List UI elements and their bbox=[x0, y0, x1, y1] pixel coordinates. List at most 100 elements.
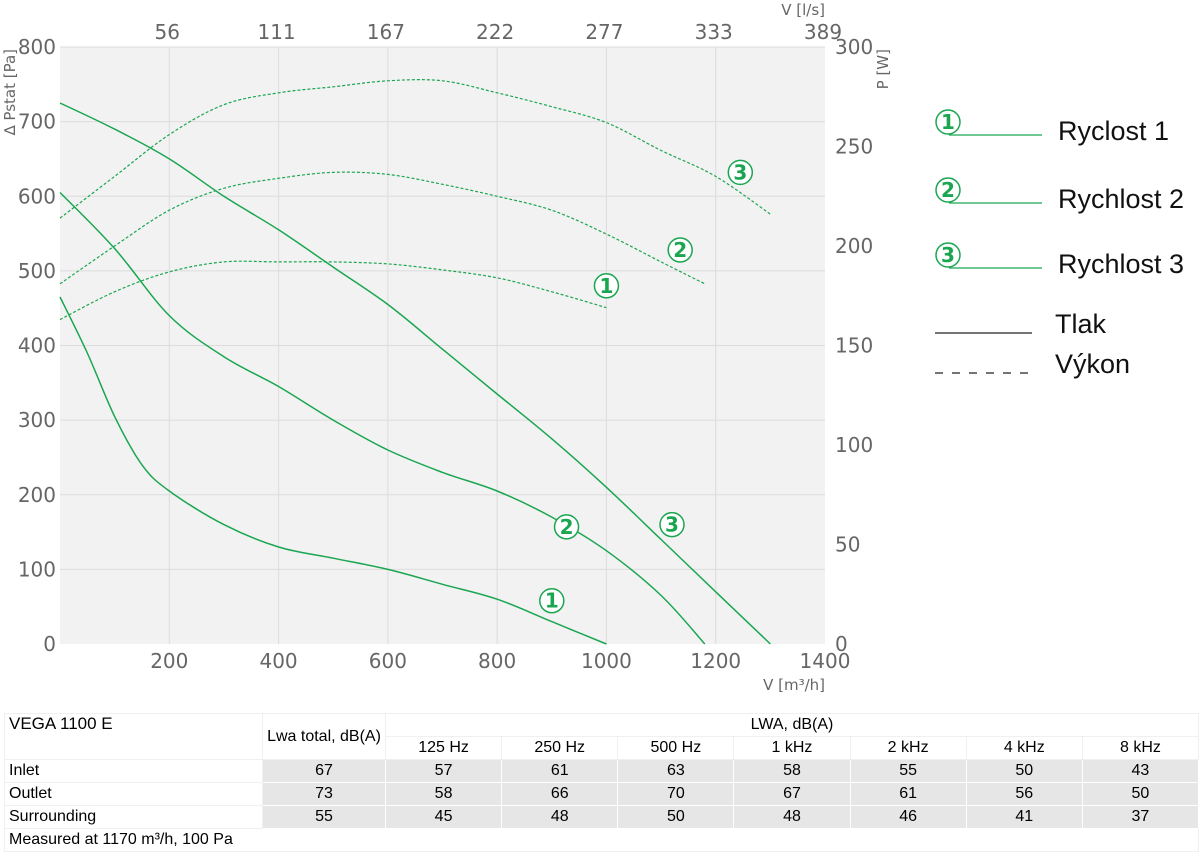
legend-label-3: Rychlost 3 bbox=[1058, 249, 1184, 279]
legend-badge-1: 1 bbox=[935, 109, 961, 135]
power-curve-2 bbox=[59, 171, 706, 285]
y-axis-label: ∆ Pstat [Pa] bbox=[1, 49, 19, 136]
badge-number: 2 bbox=[673, 238, 687, 262]
pressure-curve-3 bbox=[59, 102, 771, 645]
y2-tick-label: 200 bbox=[835, 234, 873, 258]
cell: 48 bbox=[733, 805, 851, 829]
fan-performance-chart: 0 100 200 300 400 500 600 700 800 0 50 100 150 200 250… bbox=[1, 1, 1184, 694]
cell: 55 bbox=[262, 805, 386, 829]
x2-tick-label: 56 bbox=[155, 20, 180, 44]
legend-label-2: Rychlost 2 bbox=[1058, 184, 1184, 214]
cell: 56 bbox=[965, 782, 1083, 806]
power-curve-1 bbox=[59, 260, 607, 321]
badge-circle bbox=[593, 273, 620, 299]
band-250: 250 Hz bbox=[501, 736, 619, 760]
badge-number: 1 bbox=[941, 110, 955, 134]
cell: 43 bbox=[1081, 759, 1200, 783]
band-125: 125 Hz bbox=[384, 736, 503, 760]
badge-circle bbox=[667, 237, 693, 263]
x2-tick-label: 167 bbox=[367, 20, 405, 44]
legend: 1 Ryclost 1 2 Rychlost 2 3 Rychlost 3 Tlak Výko… bbox=[935, 109, 1184, 379]
row-label: Outlet bbox=[4, 782, 263, 806]
y-tick-label: 0 bbox=[43, 632, 56, 656]
x-tick-label: 800 bbox=[478, 649, 516, 673]
table-row: Surrounding 55 45 48 50 48 46 41 37 bbox=[4, 805, 1200, 829]
y-tick-label: 100 bbox=[18, 557, 56, 581]
cell: 41 bbox=[965, 805, 1083, 829]
cell: 55 bbox=[849, 759, 967, 783]
y-tick-label: 700 bbox=[18, 110, 56, 134]
badge-circle bbox=[539, 587, 565, 614]
badge-number: 3 bbox=[733, 160, 747, 184]
y-tick-label: 800 bbox=[18, 35, 56, 59]
cell: 50 bbox=[1081, 782, 1200, 806]
grid bbox=[60, 46, 825, 644]
cell: 67 bbox=[733, 782, 851, 806]
axes: 0 100 200 300 400 500 600 700 800 0 50 100 150 200 250… bbox=[1, 1, 892, 694]
cell: 50 bbox=[617, 805, 735, 829]
y2-tick-label: 50 bbox=[835, 533, 860, 557]
y2-tick-label: 300 bbox=[835, 35, 873, 59]
badge-circle bbox=[659, 511, 685, 538]
x-tick-label: 1200 bbox=[690, 649, 741, 673]
cell: 48 bbox=[501, 805, 619, 829]
x2-tick-label: 111 bbox=[257, 20, 295, 44]
x2-tick-label: 333 bbox=[695, 20, 733, 44]
y2-tick-label: 250 bbox=[835, 135, 873, 159]
table-row: Inlet 67 57 61 63 58 55 50 43 bbox=[4, 759, 1200, 783]
cell: 58 bbox=[384, 782, 503, 806]
cell: 70 bbox=[617, 782, 735, 806]
x-axis-label: V [m³/h] bbox=[763, 676, 825, 694]
power-badge-3: 3 bbox=[727, 159, 754, 186]
badge-number: 3 bbox=[941, 243, 955, 267]
cell: 63 bbox=[617, 759, 735, 783]
pressure-curve-2 bbox=[59, 191, 706, 645]
noise-table: VEGA 1100 E Lwa total, dB(A) LWA, dB(A) … bbox=[4, 713, 1200, 852]
cell: 50 bbox=[965, 759, 1083, 783]
cell: 46 bbox=[849, 805, 967, 829]
pressure-badge-1: 1 bbox=[539, 587, 565, 614]
cell: 61 bbox=[501, 759, 619, 783]
table-row: Outlet 73 58 66 70 67 61 56 50 bbox=[4, 782, 1200, 806]
legend-badge-3: 3 bbox=[935, 242, 961, 268]
badge-number: 1 bbox=[545, 589, 559, 613]
cell: 73 bbox=[262, 782, 386, 806]
pressure-badge-3: 3 bbox=[659, 511, 685, 538]
x-tick-label: 1000 bbox=[581, 649, 632, 673]
total-header: Lwa total, dB(A) bbox=[262, 713, 386, 760]
x-tick-label: 200 bbox=[150, 649, 188, 673]
y-tick-label: 300 bbox=[18, 408, 56, 432]
x2-tick-label: 222 bbox=[476, 20, 514, 44]
cell: 37 bbox=[1081, 805, 1200, 829]
x2-tick-label: 389 bbox=[804, 20, 842, 44]
y2-tick-label: 100 bbox=[835, 433, 873, 457]
model-name: VEGA 1100 E bbox=[4, 713, 263, 760]
row-label: Inlet bbox=[4, 759, 263, 783]
cell: 57 bbox=[384, 759, 503, 783]
y2-tick-label: 0 bbox=[835, 632, 848, 656]
badge-circle bbox=[727, 159, 754, 186]
power-badge-2: 2 bbox=[667, 237, 693, 263]
legend-label-1: Ryclost 1 bbox=[1058, 116, 1169, 146]
row-label: Surrounding bbox=[4, 805, 263, 829]
y-tick-label: 600 bbox=[18, 184, 56, 208]
curves bbox=[59, 79, 771, 645]
x-tick-label: 400 bbox=[259, 649, 297, 673]
x-tick-label: 1400 bbox=[800, 649, 851, 673]
badge-number: 3 bbox=[665, 513, 679, 537]
badge-number: 1 bbox=[599, 274, 613, 298]
legend-label-tlak: Tlak bbox=[1055, 309, 1107, 339]
cell: 58 bbox=[733, 759, 851, 783]
badge-circle bbox=[935, 109, 961, 135]
band-8k: 8 kHz bbox=[1081, 736, 1200, 760]
x2-tick-label: 277 bbox=[585, 20, 623, 44]
x2-axis-label: V [l/s] bbox=[781, 1, 825, 19]
power-badge-1: 1 bbox=[593, 273, 620, 299]
y-tick-label: 400 bbox=[18, 334, 56, 358]
cell: 45 bbox=[384, 805, 503, 829]
badge-number: 2 bbox=[941, 178, 955, 202]
badge-number: 2 bbox=[560, 515, 574, 539]
badge-circle bbox=[935, 242, 961, 268]
y-tick-label: 200 bbox=[18, 483, 56, 507]
band-2k: 2 kHz bbox=[849, 736, 967, 760]
